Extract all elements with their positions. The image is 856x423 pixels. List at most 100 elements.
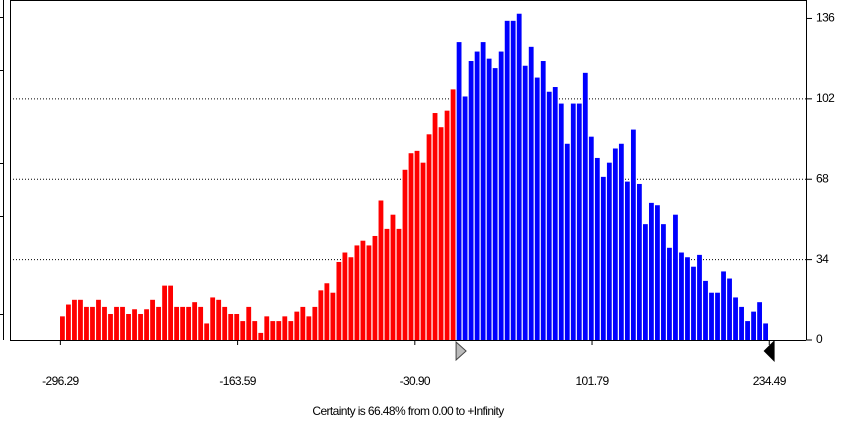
bar	[60, 316, 65, 340]
bar	[294, 311, 300, 340]
bar	[594, 157, 600, 340]
bar	[757, 302, 762, 340]
bar	[126, 313, 131, 340]
bar	[733, 297, 738, 340]
bar	[727, 278, 732, 340]
bar	[330, 292, 336, 340]
bar	[528, 46, 534, 340]
bar	[210, 297, 216, 340]
bar	[763, 323, 769, 340]
bar	[504, 20, 510, 340]
bar	[408, 153, 414, 340]
bar	[276, 321, 282, 340]
bar	[396, 228, 402, 340]
bar	[715, 292, 720, 340]
bar	[624, 181, 630, 340]
bar	[372, 235, 378, 340]
bar	[246, 306, 252, 340]
bar	[102, 306, 107, 340]
bar	[745, 321, 750, 340]
bar	[414, 150, 420, 340]
bar	[156, 306, 161, 340]
bar	[252, 321, 258, 340]
bar	[150, 299, 155, 340]
bar	[492, 68, 498, 340]
bar	[426, 134, 432, 340]
bar	[673, 214, 678, 340]
end-grabber	[763, 340, 775, 362]
bar	[360, 240, 366, 340]
bar	[450, 89, 456, 340]
bar	[486, 58, 492, 341]
bar	[552, 87, 558, 341]
bar	[366, 245, 372, 340]
bar	[685, 257, 690, 340]
bar	[120, 306, 125, 340]
bar	[498, 51, 504, 341]
bar	[703, 280, 708, 340]
bar	[588, 136, 594, 340]
bar	[697, 254, 702, 340]
bar	[162, 285, 167, 340]
bar	[576, 103, 582, 340]
bar	[234, 313, 240, 340]
bar	[661, 224, 666, 340]
bar	[198, 306, 204, 340]
bar	[174, 306, 180, 340]
bar	[216, 299, 222, 340]
bar	[312, 306, 318, 340]
bar	[667, 247, 672, 340]
bar	[444, 110, 450, 341]
bar	[288, 321, 294, 340]
bar	[270, 321, 276, 340]
bar	[649, 202, 654, 340]
bar	[342, 252, 348, 340]
bar	[180, 306, 186, 340]
y-tick-label: 68	[816, 171, 829, 185]
bar	[480, 42, 486, 340]
y-tick-label: 102	[816, 91, 835, 105]
bar	[72, 299, 77, 340]
bar	[258, 332, 264, 340]
bar	[390, 214, 396, 340]
y-tick-label: 0	[816, 332, 823, 346]
bar	[78, 299, 83, 340]
bar	[739, 306, 744, 340]
bar	[456, 42, 462, 340]
bar	[354, 245, 360, 340]
bar	[612, 148, 618, 340]
bar	[66, 304, 71, 340]
bar	[432, 113, 438, 341]
bar	[318, 290, 324, 340]
bar	[438, 127, 444, 340]
x-tick-label: 234.49	[753, 374, 787, 388]
bar	[300, 306, 306, 340]
bar	[618, 143, 624, 340]
caption: Certainty is 66.48% from 0.00 to +Infini…	[312, 404, 504, 418]
certainty-grabber	[455, 340, 467, 362]
bar	[144, 309, 149, 340]
bar	[474, 51, 480, 341]
y-tick-label: 34	[816, 252, 829, 266]
bar	[306, 316, 312, 340]
bar	[564, 143, 570, 340]
bar	[721, 271, 726, 340]
bar	[600, 176, 606, 340]
bar	[582, 72, 588, 340]
bar	[204, 323, 210, 340]
bar	[534, 77, 540, 341]
bar	[420, 162, 426, 340]
frame	[0, 0, 807, 341]
bar	[378, 200, 384, 340]
bar	[240, 321, 246, 340]
x-tick-label: -296.29	[42, 374, 79, 388]
bar	[228, 313, 234, 340]
bar	[691, 266, 696, 340]
y-tick-label: 136	[816, 11, 835, 25]
bar	[709, 292, 714, 340]
bar	[468, 61, 474, 341]
x-tick-label: -163.59	[219, 374, 256, 388]
bar	[540, 61, 546, 341]
bar	[679, 252, 684, 340]
